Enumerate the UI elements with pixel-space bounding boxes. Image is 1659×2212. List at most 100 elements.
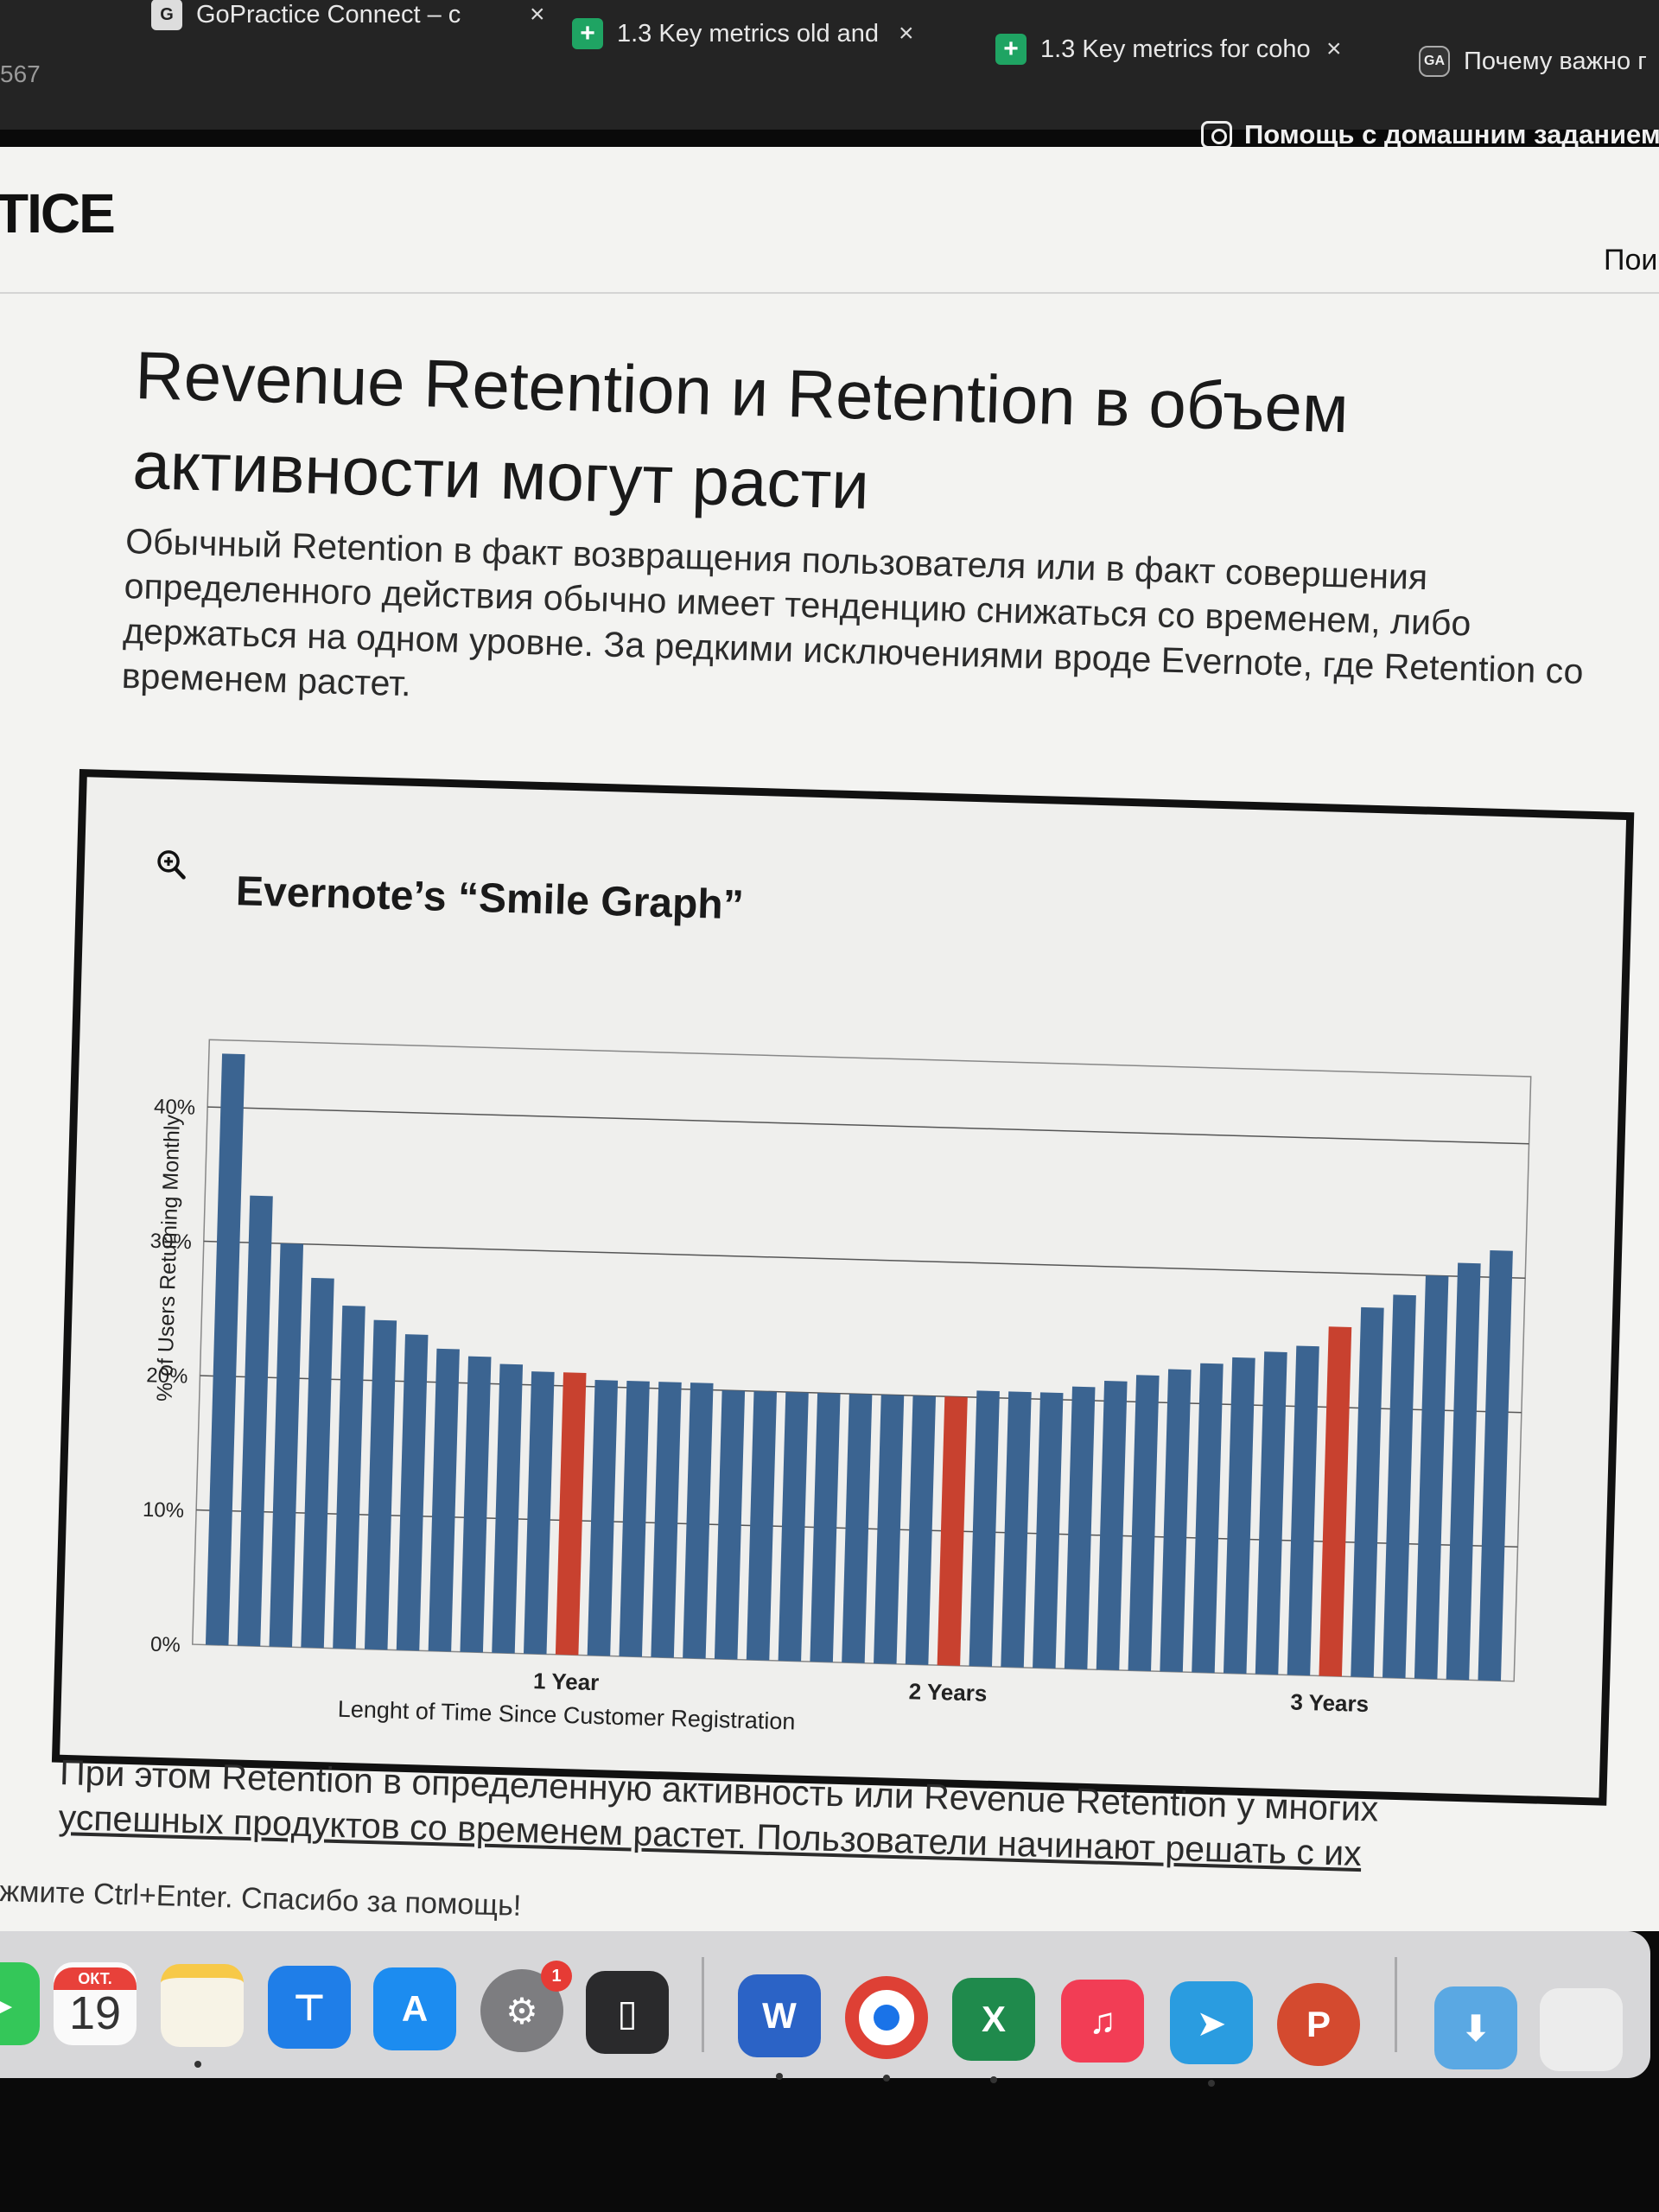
sheets-favicon-icon: + xyxy=(995,34,1027,65)
site-header: TICE Пои xyxy=(0,147,1659,294)
address-fragment: 567 xyxy=(0,60,41,87)
camera-icon xyxy=(1201,121,1232,149)
y-tick-label: 40% xyxy=(154,1095,196,1119)
chart-bar xyxy=(1287,1345,1319,1676)
gopractice-favicon-icon: G xyxy=(151,0,182,30)
sheets-favicon-icon: + xyxy=(572,18,603,49)
tab-key-metrics-old[interactable]: + 1.3 Key metrics old and × xyxy=(572,9,952,59)
telegram-icon[interactable]: ➤ xyxy=(1170,1981,1253,2064)
y-tick-label: 20% xyxy=(146,1363,188,1388)
chart-bar xyxy=(460,1356,492,1653)
chart-bar xyxy=(237,1195,273,1647)
site-logo[interactable]: TICE xyxy=(0,182,116,245)
x-tick-label: 2 Years xyxy=(908,1678,987,1707)
chart-bar xyxy=(1064,1386,1096,1669)
downloads-folder-icon[interactable]: ⬇ xyxy=(1434,1986,1517,2069)
homework-help-label: Помощь с домашним заданием xyxy=(1244,119,1659,149)
dock-separator xyxy=(702,1957,704,2052)
tab-pochemu-vazhno[interactable]: GA Почему важно г xyxy=(1419,36,1659,86)
chart-plot: 0% 10% 20% 30% 40% 1 Year 2 Years 3 Years xyxy=(143,1039,1532,1718)
y-tick-label: 10% xyxy=(143,1498,185,1522)
browser-tab-bar: 567 G GoPractice Connect – c × + 1.3 Key… xyxy=(0,0,1659,149)
chart-bar xyxy=(396,1334,429,1651)
chrome-icon[interactable] xyxy=(845,1976,928,2059)
chart-bar xyxy=(1160,1369,1192,1673)
article-intro: Обычный Retention в факт возвращения пол… xyxy=(121,520,1585,704)
chart-bar xyxy=(778,1392,809,1662)
chart-bar xyxy=(205,1053,245,1646)
nav-search-link[interactable]: Пои xyxy=(1604,244,1658,276)
zoom-in-icon[interactable] xyxy=(155,849,187,880)
chart-bar xyxy=(683,1382,714,1659)
chart-bar xyxy=(810,1393,841,1662)
chart-bar xyxy=(364,1319,397,1650)
calendar-icon[interactable]: ОКТ. 19 xyxy=(54,1962,137,2045)
tab-gopractice[interactable]: G GoPractice Connect – c × xyxy=(151,0,557,40)
chart-bar xyxy=(714,1389,746,1660)
app-store-icon[interactable]: A xyxy=(373,1967,456,2050)
article-title: Revenue Retention и Retention в объем ак… xyxy=(131,336,1350,524)
chart-bar xyxy=(1033,1392,1064,1669)
chart-bar xyxy=(1319,1326,1352,1677)
notes-icon[interactable] xyxy=(161,1964,244,2047)
tab-label: 1.3 Key metrics old and xyxy=(617,19,880,48)
chart-bar xyxy=(1255,1351,1287,1675)
chart-bar xyxy=(969,1390,1000,1667)
chart-bar xyxy=(1096,1380,1128,1671)
iphone-mirroring-icon[interactable]: ▯ xyxy=(586,1971,669,2054)
gridline xyxy=(203,1240,1526,1280)
y-tick-label: 30% xyxy=(149,1230,192,1254)
running-indicator xyxy=(776,2073,783,2080)
chart-bar xyxy=(1351,1306,1384,1678)
chart-bar xyxy=(937,1396,968,1666)
chart-bar xyxy=(651,1382,682,1658)
chart-bar xyxy=(842,1394,873,1663)
web-page: TICE Пои Revenue Retention и Retention в… xyxy=(0,147,1659,1931)
chart-bar xyxy=(1192,1363,1224,1674)
chart-bar xyxy=(1382,1294,1416,1679)
homework-help-button[interactable]: Помощь с домашним заданием xyxy=(1201,119,1659,150)
document-thumbnail-icon[interactable] xyxy=(1540,1988,1623,2071)
chart-bar xyxy=(874,1395,905,1664)
notification-badge: 1 xyxy=(541,1961,572,1992)
ga-favicon-icon: GA xyxy=(1419,46,1450,77)
chart-bar xyxy=(524,1371,555,1655)
chart-bar xyxy=(1128,1375,1160,1672)
running-indicator xyxy=(1208,2080,1215,2087)
tab-label: GoPractice Connect – c xyxy=(196,0,461,29)
tab-label: Почему важно г xyxy=(1464,47,1647,75)
plot-area xyxy=(191,1039,1532,1682)
calendar-day: 19 xyxy=(68,1987,122,2039)
chart-bar xyxy=(301,1277,334,1649)
chart-bar xyxy=(587,1380,619,1656)
chart-bar xyxy=(746,1390,777,1661)
x-tick-label: 1 Year xyxy=(533,1668,600,1695)
keynote-icon[interactable]: ⊤ xyxy=(268,1966,351,2049)
running-indicator xyxy=(990,2076,997,2083)
tab-label: 1.3 Key metrics for coho xyxy=(1040,35,1311,63)
chart-bar xyxy=(1414,1275,1449,1680)
close-icon[interactable]: × xyxy=(1326,35,1342,63)
chart-bar xyxy=(428,1348,460,1652)
word-icon[interactable]: W xyxy=(738,1974,821,2057)
close-icon[interactable]: × xyxy=(899,19,914,48)
powerpoint-icon[interactable]: P xyxy=(1277,1983,1360,2066)
close-icon[interactable]: × xyxy=(530,0,545,29)
chart-figure: Evernote’s “Smile Graph” 0% 10% 20% 30% 40% 1… xyxy=(51,769,1635,1806)
macos-dock: ▶ ОКТ. 19 ⊤ A ⚙ 1 ▯ W X ♫ ➤ P ⬇ xyxy=(0,1931,1650,2087)
facetime-icon[interactable]: ▶ xyxy=(0,1962,40,2045)
music-icon[interactable]: ♫ xyxy=(1061,1980,1144,2063)
tab-key-metrics-cohort[interactable]: + 1.3 Key metrics for coho × xyxy=(995,24,1376,74)
running-indicator xyxy=(194,2061,201,2068)
excel-icon[interactable]: X xyxy=(952,1978,1035,2061)
chart-bar xyxy=(555,1372,587,1656)
x-tick-label: 3 Years xyxy=(1290,1689,1369,1718)
chart-bar xyxy=(1446,1262,1481,1681)
feedback-hint: жмите Ctrl+Enter. Спасибо за помощь! xyxy=(0,1875,522,1923)
calendar-month: ОКТ. xyxy=(54,1967,137,1990)
chart-bar xyxy=(1223,1357,1255,1675)
y-tick-label: 0% xyxy=(150,1633,181,1657)
chart-bar xyxy=(333,1306,365,1649)
running-indicator xyxy=(883,2075,890,2082)
system-settings-icon[interactable]: ⚙ 1 xyxy=(480,1961,572,2052)
